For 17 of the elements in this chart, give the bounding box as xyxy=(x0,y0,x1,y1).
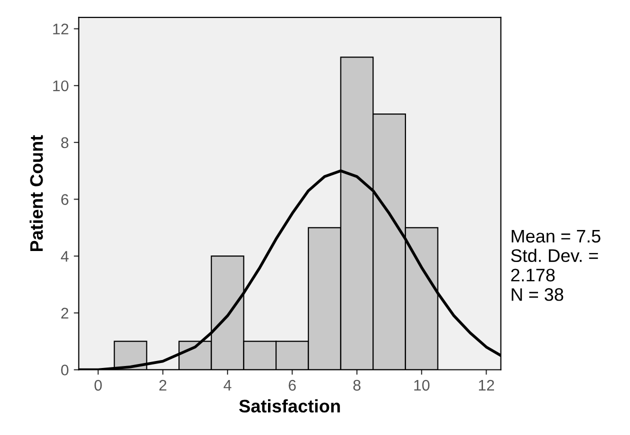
y-tick-label: 0 xyxy=(61,364,68,376)
x-tick-label: 12 xyxy=(478,380,494,391)
x-tick-label: 2 xyxy=(159,380,166,391)
text: Mean = 7.5 Std. Dev. = 2.178 N = 38 xyxy=(511,230,600,301)
y-tick-label: 8 xyxy=(61,137,68,148)
y-tick-label: 4 xyxy=(60,251,69,262)
y-tick-label: 6 xyxy=(61,194,68,205)
x-tick-label: 4 xyxy=(224,380,232,391)
y-axis-title: Patient Count xyxy=(30,135,43,252)
x-tick-label: 6 xyxy=(288,380,296,391)
y-tick-label: 10 xyxy=(53,80,68,92)
y-tick-label: 12 xyxy=(53,24,68,34)
x-axis-title: Satisfaction xyxy=(239,399,340,413)
x-tick-label: 0 xyxy=(94,380,102,391)
y-tick-label: 2 xyxy=(61,308,68,318)
x-tick-label: 8 xyxy=(353,380,360,391)
x-tick-label: 10 xyxy=(414,380,430,391)
